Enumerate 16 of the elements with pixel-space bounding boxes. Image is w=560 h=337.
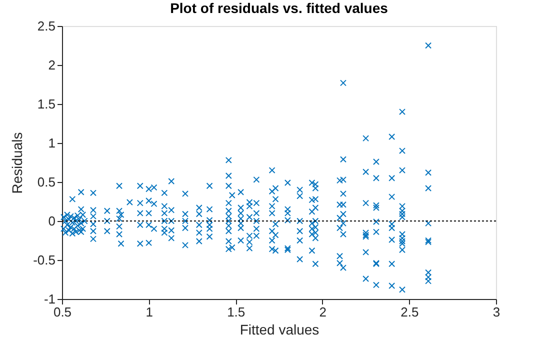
x-tick-label: 2	[319, 304, 327, 320]
y-tick-label: 1	[48, 136, 56, 150]
y-tick-label: 2	[48, 58, 56, 72]
y-tick-label: -0.5	[33, 252, 56, 268]
y-tick-label: -1	[44, 292, 56, 306]
y-tick-label: 0.5	[37, 174, 56, 190]
x-tick-label: 3	[492, 304, 500, 320]
chart-title: Plot of residuals vs. fitted values	[170, 0, 388, 16]
y-tick-label: 1.5	[37, 96, 56, 112]
x-tick-label: 1.5	[227, 304, 246, 320]
x-tick-label: 2.5	[400, 304, 419, 320]
y-tick-label: 2.5	[37, 18, 56, 34]
y-axis-title: Residuals	[9, 132, 26, 194]
y-tick-label: 0	[48, 214, 56, 228]
x-tick-label: 1	[146, 304, 153, 320]
x-axis-title: Fitted values	[240, 322, 320, 337]
